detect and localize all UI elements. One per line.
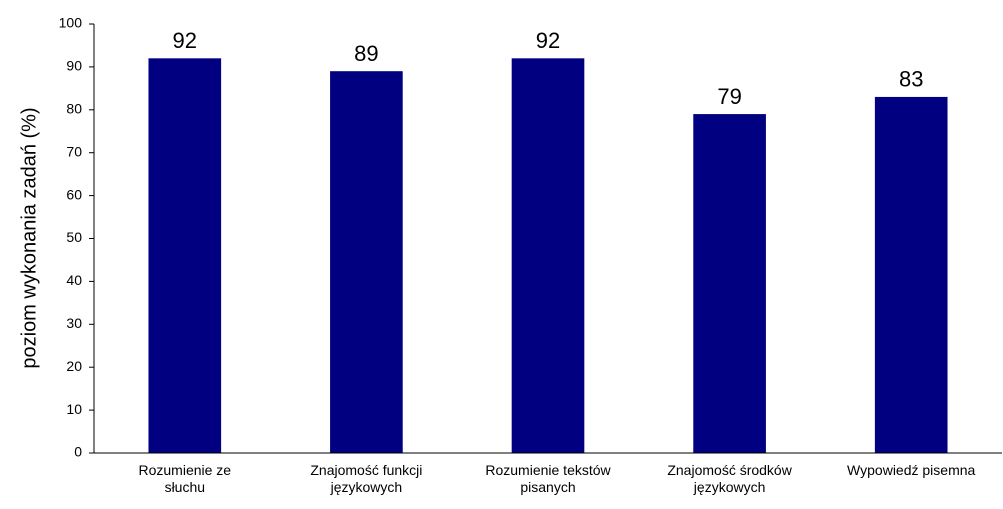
y-tick-label: 40 [66,272,82,288]
y-tick-label: 90 [66,58,82,74]
y-tick-label: 100 [59,15,83,31]
x-tick-label: Znajomość środków językowych [667,462,792,495]
y-tick-label: 70 [66,143,82,159]
data-label: 83 [899,67,923,92]
data-label: 89 [354,41,378,66]
x-tick-label: Rozumienie tekstów pisanych [485,462,611,495]
y-tick-label: 0 [74,444,82,460]
y-tick-label: 80 [66,101,82,117]
data-label: 92 [173,28,197,53]
bar [148,58,222,453]
bar [874,96,948,454]
data-label: 79 [717,84,741,109]
y-tick-label: 60 [66,186,82,202]
y-tick-label: 30 [66,315,82,331]
bar [330,71,403,453]
data-label: 92 [536,28,560,53]
y-tick-label: 10 [66,401,82,417]
x-tick-label: Znajomość funkcji językowych [310,462,423,495]
bar [693,114,766,453]
y-axis-title: poziom wykonania zadań (%) [18,107,40,368]
x-tick-label: Rozumienie ze słuchu [138,462,232,495]
bar [511,58,585,453]
x-tick-label: Wypowiedź pisemna [847,462,976,478]
y-tick-label: 50 [66,229,82,245]
y-tick-label: 20 [66,358,82,374]
